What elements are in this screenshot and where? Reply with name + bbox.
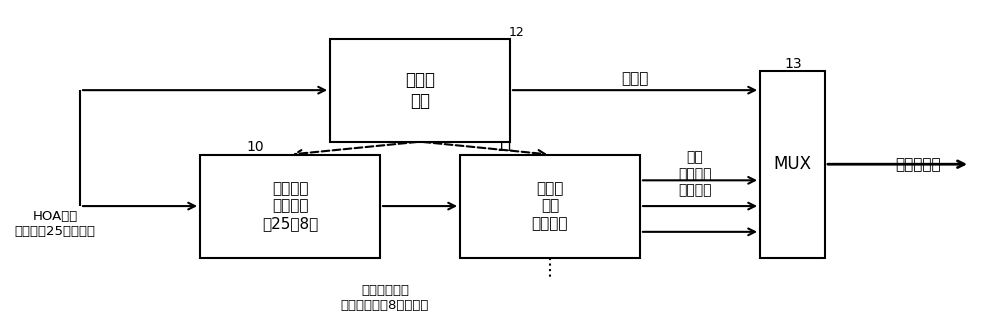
Text: 核心
编解码器
的比特流: 核心 编解码器 的比特流 [678, 151, 712, 197]
Text: 比特流输出: 比特流输出 [895, 157, 941, 172]
Text: 单声道
核心
编码器组: 单声道 核心 编码器组 [532, 181, 568, 231]
Text: 维度降低
（比如，
从25到8）: 维度降低 （比如， 从25到8） [262, 181, 318, 231]
Text: 边信息: 边信息 [621, 71, 649, 86]
Text: 代码器
控制: 代码器 控制 [405, 71, 435, 109]
Text: 13: 13 [784, 57, 802, 71]
Text: HOA内容
（等同于25个通道）: HOA内容 （等同于25个通道） [14, 210, 96, 238]
Text: 主导声音组分
（此处等同于8个通道）: 主导声音组分 （此处等同于8个通道） [341, 284, 429, 312]
Bar [200, 155, 380, 258]
Bar [330, 39, 510, 142]
Text: 10: 10 [246, 139, 264, 154]
Bar [460, 155, 640, 258]
Bar [760, 71, 825, 258]
Text: 12: 12 [509, 26, 525, 39]
Text: 11: 11 [496, 139, 514, 154]
Text: MUX: MUX [774, 155, 812, 173]
